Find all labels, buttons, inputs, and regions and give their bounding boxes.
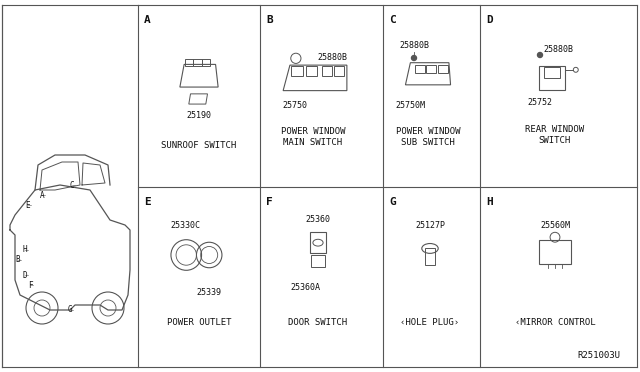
Bar [311,255,324,267]
Bar [438,65,447,73]
Bar [415,65,425,73]
Bar [425,248,435,265]
Bar [202,59,210,66]
Circle shape [538,52,543,58]
Text: 25750M: 25750M [395,101,425,110]
Text: B: B [16,256,20,264]
Text: A: A [40,190,44,199]
Text: 25880B: 25880B [399,41,429,50]
Bar [544,67,560,78]
Text: R251003U: R251003U [577,351,620,360]
Text: F: F [28,280,32,289]
Text: 25560M: 25560M [540,221,570,230]
Circle shape [412,55,417,61]
Text: 25339: 25339 [196,288,221,297]
Text: 25880B: 25880B [317,53,347,62]
Text: DOOR SWITCH: DOOR SWITCH [289,318,348,327]
Bar [333,65,344,76]
Text: 25880B: 25880B [543,45,573,54]
Bar [310,232,326,253]
Text: POWER WINDOW
SUB SWITCH: POWER WINDOW SUB SWITCH [396,127,460,147]
Text: POWER OUTLET: POWER OUTLET [167,318,231,327]
Text: C: C [389,15,396,25]
Text: 25360A: 25360A [290,283,320,292]
Text: SUNROOF SWITCH: SUNROOF SWITCH [161,141,237,150]
Bar [307,65,317,76]
Bar [539,66,565,90]
Text: POWER WINDOW
MAIN SWITCH: POWER WINDOW MAIN SWITCH [281,127,345,147]
Bar [426,65,436,73]
Text: H: H [22,246,28,254]
Bar [193,59,202,66]
Text: D: D [486,15,493,25]
Text: F: F [266,197,273,207]
Text: G: G [68,305,72,314]
Bar [184,59,193,66]
Text: E: E [26,201,30,209]
Bar [291,65,303,76]
Text: 25750: 25750 [282,101,307,110]
Text: H: H [486,197,493,207]
Text: 25190: 25190 [186,111,211,120]
Text: ‹HOLE PLUG›: ‹HOLE PLUG› [401,318,460,327]
Text: C: C [70,180,74,189]
Bar [322,65,332,76]
Text: A: A [144,15,151,25]
Text: 25127P: 25127P [415,221,445,230]
Text: ‹MIRROR CONTROL: ‹MIRROR CONTROL [515,318,595,327]
Text: E: E [144,197,151,207]
Bar [540,240,571,264]
Text: 25360: 25360 [305,215,330,224]
Text: D: D [22,270,28,279]
Text: REAR WINDOW
SWITCH: REAR WINDOW SWITCH [525,125,584,145]
Text: B: B [266,15,273,25]
Text: 25330C: 25330C [170,221,200,230]
Text: G: G [389,197,396,207]
Text: 25752: 25752 [527,98,552,107]
Circle shape [573,67,578,72]
